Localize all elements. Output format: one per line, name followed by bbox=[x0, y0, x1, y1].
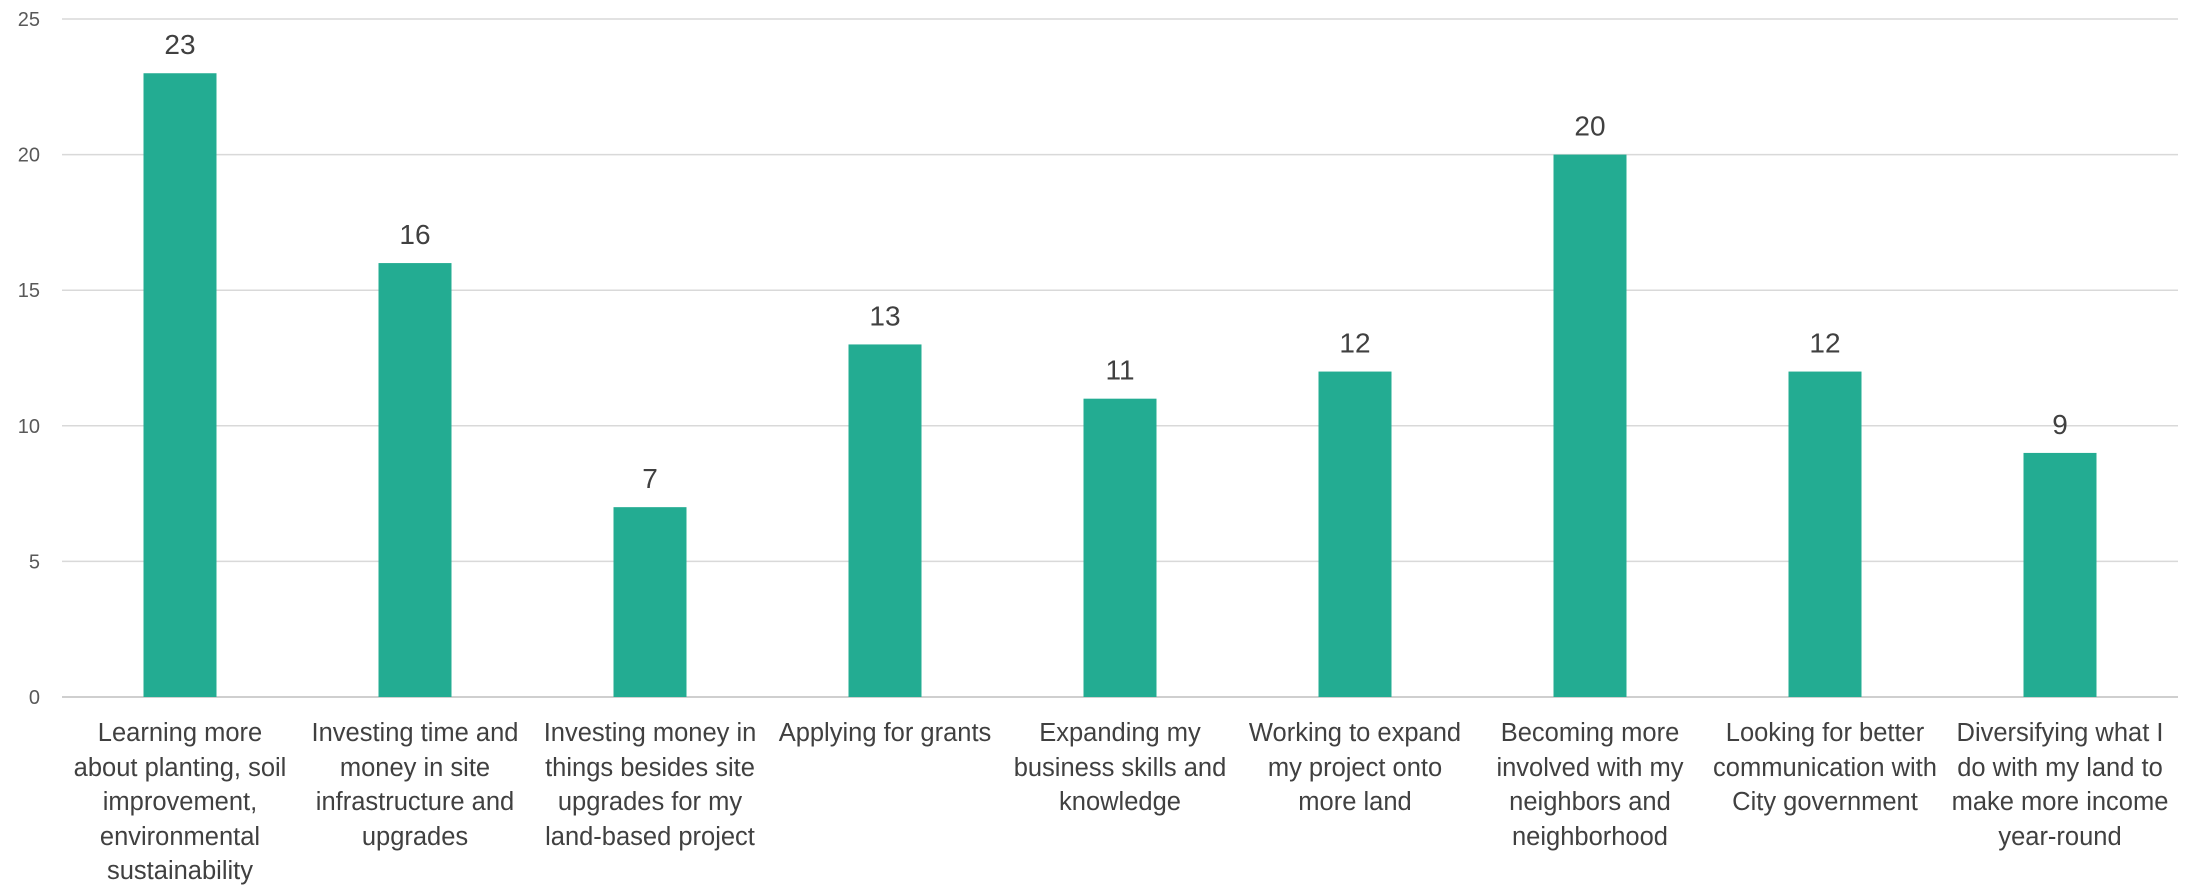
y-tick-label: 10 bbox=[18, 416, 40, 438]
y-tick-label: 15 bbox=[18, 280, 40, 302]
bar bbox=[1318, 371, 1392, 697]
data-label: 20 bbox=[1574, 111, 1605, 142]
y-tick-label: 25 bbox=[18, 9, 40, 31]
bar bbox=[1788, 371, 1862, 697]
data-label: 11 bbox=[1105, 355, 1134, 386]
data-label: 16 bbox=[399, 219, 430, 250]
data-label: 12 bbox=[1339, 328, 1370, 359]
data-label: 13 bbox=[869, 300, 900, 331]
x-tick-label: Working to expand my project onto more l… bbox=[1248, 719, 1462, 816]
y-tick-label: 20 bbox=[18, 145, 40, 167]
bar bbox=[613, 507, 687, 697]
bar bbox=[2023, 452, 2097, 697]
x-tick-label: Diversifying what I do with my land to m… bbox=[1951, 719, 2169, 851]
x-tick-label: Applying for grants bbox=[778, 719, 992, 747]
x-tick-label: Looking for better communication with Ci… bbox=[1713, 719, 1937, 816]
data-label: 9 bbox=[2052, 409, 2068, 440]
bar bbox=[1083, 398, 1157, 697]
bar bbox=[1553, 154, 1627, 698]
y-tick-label: 5 bbox=[29, 551, 40, 573]
y-tick-label: 0 bbox=[29, 687, 40, 709]
x-tick-label: Expanding my business skills and knowled… bbox=[1013, 719, 1227, 816]
bar bbox=[378, 263, 452, 697]
bar bbox=[143, 73, 217, 698]
data-label: 23 bbox=[164, 29, 195, 60]
data-label: 12 bbox=[1809, 328, 1840, 359]
x-tick-label: Learning more about planting, soil impro… bbox=[73, 719, 287, 885]
x-tick-label: Investing time and money in site infrast… bbox=[311, 719, 519, 851]
bar bbox=[848, 344, 922, 697]
x-tick-label: Investing money in things besides site u… bbox=[543, 719, 757, 851]
x-tick-label: Becoming more involved with my neighbors… bbox=[1496, 719, 1684, 851]
data-label: 7 bbox=[642, 463, 658, 494]
